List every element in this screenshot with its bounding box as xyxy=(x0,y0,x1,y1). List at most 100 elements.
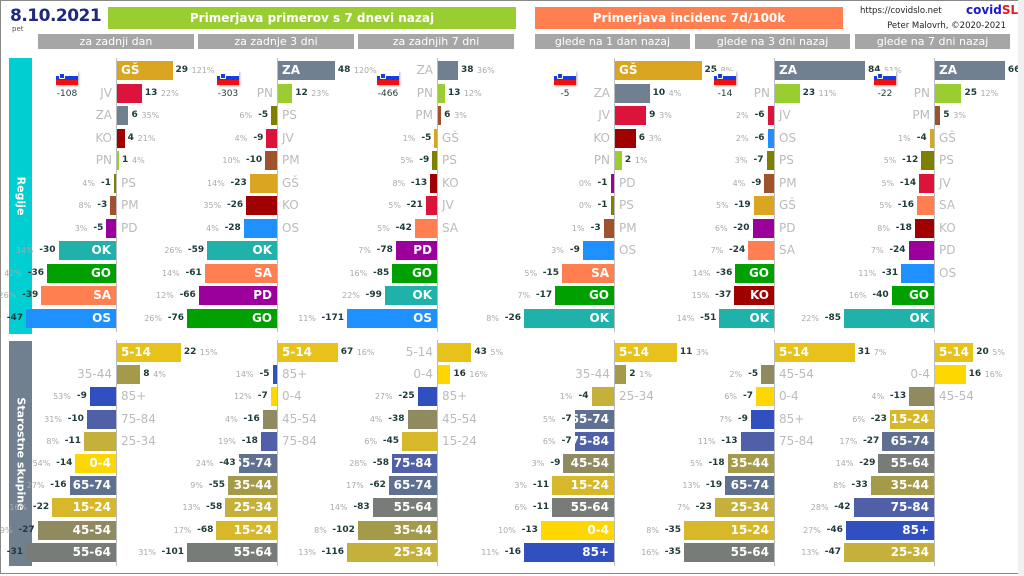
bar-55-64[interactable] xyxy=(552,498,614,518)
bar-65-74[interactable] xyxy=(238,454,277,473)
bar-35-44[interactable] xyxy=(870,476,934,496)
bar-GŠ[interactable] xyxy=(753,196,774,215)
bar-PN[interactable] xyxy=(615,151,622,170)
bar-PM[interactable] xyxy=(265,151,277,170)
bar-OS[interactable] xyxy=(26,308,116,328)
bar-KO[interactable] xyxy=(734,286,774,305)
bar-GŠ[interactable] xyxy=(615,61,702,80)
bar-SA[interactable] xyxy=(204,263,277,283)
bar-25-34[interactable] xyxy=(844,542,934,562)
bar-65-74[interactable] xyxy=(882,431,934,451)
bar-15-24[interactable] xyxy=(684,520,774,540)
bar-GO[interactable] xyxy=(392,263,437,283)
bar-5-14[interactable] xyxy=(935,343,974,362)
bar-PN[interactable] xyxy=(935,83,962,103)
bar-55-64[interactable] xyxy=(372,498,437,518)
bar-15-24[interactable] xyxy=(889,409,934,429)
bar-5-14[interactable] xyxy=(775,343,855,362)
bar-GO[interactable] xyxy=(891,286,934,305)
bar-45-54[interactable] xyxy=(909,387,934,407)
bar-GŠ[interactable] xyxy=(929,128,934,148)
bar-SA[interactable] xyxy=(414,218,437,238)
bar-75-84[interactable] xyxy=(86,409,116,429)
bar-PD[interactable] xyxy=(908,241,934,260)
bar-PD[interactable] xyxy=(752,218,774,238)
bar-0-4[interactable] xyxy=(756,387,774,407)
bar-PN[interactable] xyxy=(117,151,119,170)
bar-PS[interactable] xyxy=(921,151,934,170)
bar-ZA[interactable] xyxy=(935,61,1005,80)
bar-55-64[interactable] xyxy=(878,454,934,473)
bar-45-54[interactable] xyxy=(262,409,277,429)
bar-OK[interactable] xyxy=(844,308,934,328)
bar-PN[interactable] xyxy=(775,83,800,103)
bar-85+[interactable] xyxy=(845,520,934,540)
bar-KO[interactable] xyxy=(117,128,125,148)
bar-SA[interactable] xyxy=(748,241,774,260)
bar-75-84[interactable] xyxy=(260,431,277,451)
bar-SA[interactable] xyxy=(562,263,614,283)
bar-0-4[interactable] xyxy=(270,387,277,407)
bar-45-54[interactable] xyxy=(563,454,614,473)
bar-JV[interactable] xyxy=(117,83,142,103)
scrollbar[interactable] xyxy=(1018,0,1024,576)
bar-PM[interactable] xyxy=(935,106,941,125)
bar-PN[interactable] xyxy=(438,83,445,103)
bar-25-34[interactable] xyxy=(347,542,437,562)
bar-15-24[interactable] xyxy=(52,498,116,518)
bar-OK[interactable] xyxy=(384,286,437,305)
bar-PM[interactable] xyxy=(438,106,442,125)
bar-ZA[interactable] xyxy=(775,61,865,80)
bar-PS[interactable] xyxy=(610,196,614,215)
bar-GO[interactable] xyxy=(47,263,116,283)
bar-OS[interactable] xyxy=(582,241,614,260)
bar-65-74[interactable] xyxy=(725,476,774,496)
bar-5-14[interactable] xyxy=(438,343,472,362)
bar-5-14[interactable] xyxy=(278,343,338,362)
bar-OK[interactable] xyxy=(719,308,774,328)
bar-35-44[interactable] xyxy=(615,365,627,385)
bar-0-4[interactable] xyxy=(935,365,966,385)
bar-OS[interactable] xyxy=(901,263,934,283)
bar-75-84[interactable] xyxy=(853,498,934,518)
bar-PD[interactable] xyxy=(106,218,116,238)
bar-25-34[interactable] xyxy=(225,498,277,518)
bar-OK[interactable] xyxy=(58,241,116,260)
bar-15-24[interactable] xyxy=(216,520,277,540)
bar-JV[interactable] xyxy=(767,106,774,125)
bar-0-4[interactable] xyxy=(75,454,116,473)
bar-25-34[interactable] xyxy=(84,431,116,451)
bar-JV[interactable] xyxy=(425,196,437,215)
bar-GŠ[interactable] xyxy=(434,128,437,148)
bar-JV[interactable] xyxy=(615,106,647,125)
bar-PS[interactable] xyxy=(114,173,116,193)
source-link[interactable]: https://covidslo.net xyxy=(860,6,942,16)
bar-85+[interactable] xyxy=(272,365,277,385)
bar-5-14[interactable] xyxy=(117,343,181,362)
bar-5-14[interactable] xyxy=(615,343,677,362)
bar-SA[interactable] xyxy=(917,196,934,215)
bar-ZA[interactable] xyxy=(438,61,458,80)
bar-85+[interactable] xyxy=(750,409,774,429)
bar-OS[interactable] xyxy=(767,128,774,148)
bar-85+[interactable] xyxy=(417,387,437,407)
bar-ZA[interactable] xyxy=(278,61,335,80)
bar-55-64[interactable] xyxy=(187,542,277,562)
bar-JV[interactable] xyxy=(266,128,277,148)
bar-OS[interactable] xyxy=(243,218,277,238)
bar-OK[interactable] xyxy=(524,308,614,328)
bar-0-4[interactable] xyxy=(438,365,451,385)
bar-75-84[interactable] xyxy=(574,431,614,451)
bar-25-34[interactable] xyxy=(714,498,774,518)
bar-15-24[interactable] xyxy=(402,431,437,451)
bar-0-4[interactable] xyxy=(540,520,614,540)
bar-55-64[interactable] xyxy=(26,542,116,562)
bar-35-44[interactable] xyxy=(727,454,774,473)
bar-GŠ[interactable] xyxy=(117,61,173,80)
bar-ZA[interactable] xyxy=(615,83,650,103)
bar-85+[interactable] xyxy=(524,542,614,562)
bar-SA[interactable] xyxy=(41,286,116,305)
bar-PD[interactable] xyxy=(198,286,277,305)
bar-45-54[interactable] xyxy=(407,409,437,429)
bar-45-54[interactable] xyxy=(761,365,774,385)
